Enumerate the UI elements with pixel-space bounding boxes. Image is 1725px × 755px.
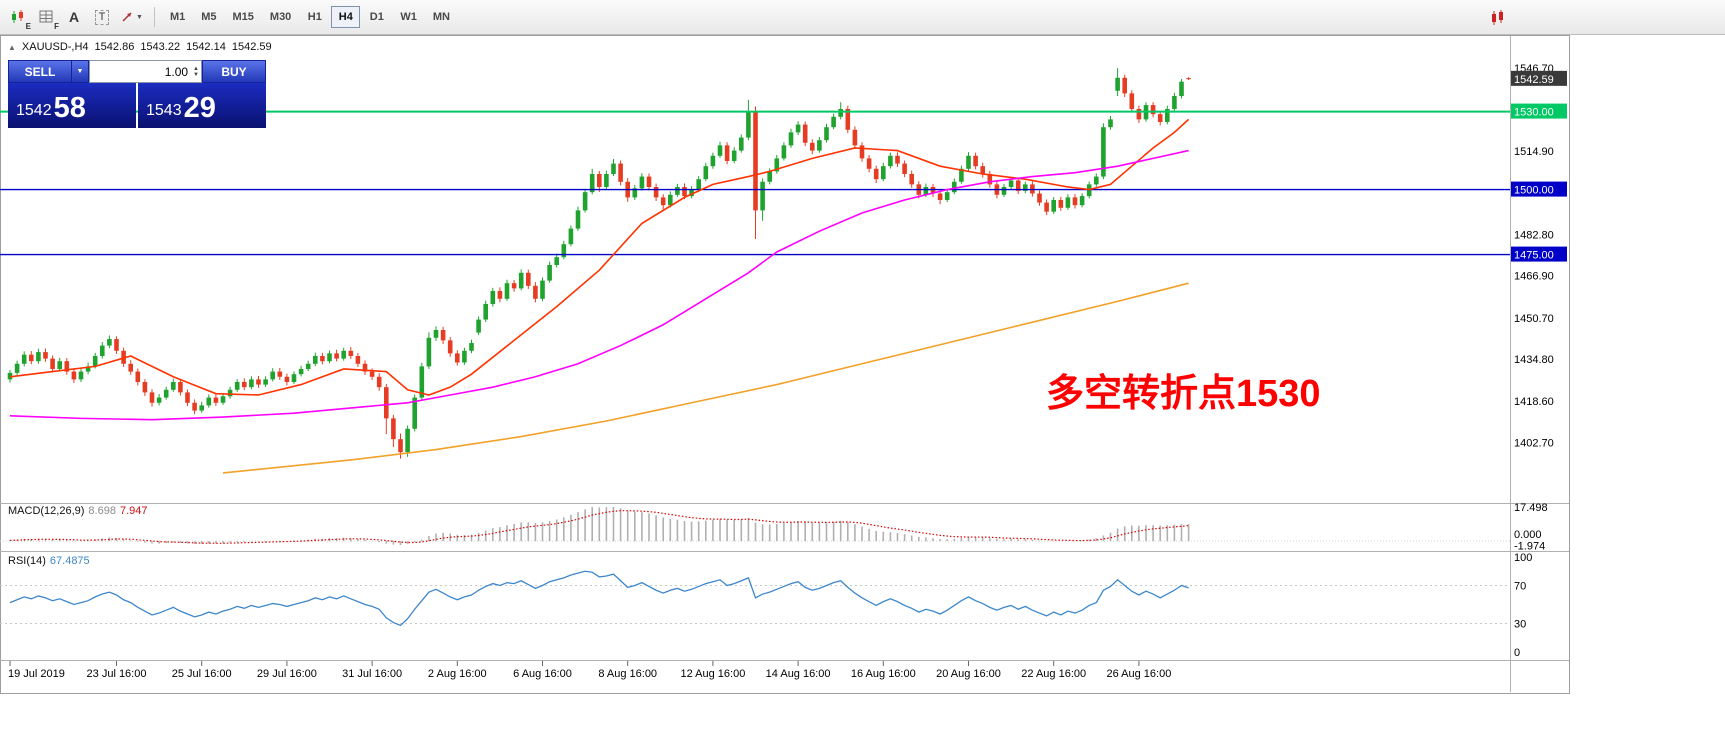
tf-w1[interactable]: W1 <box>393 6 424 28</box>
ask-pips: 29 <box>183 92 216 124</box>
icon-badge: E <box>25 22 31 31</box>
rsi-value: 67.4875 <box>49 555 90 567</box>
collapse-icon[interactable]: ▲ <box>8 42 16 52</box>
toolbar: E F A T ▼ M1 M5 M15 M30 H1 H4 D1 W1 MN <box>0 0 1725 35</box>
chevron-down-icon: ▼ <box>76 68 84 75</box>
chart-canvas[interactable] <box>0 35 1570 694</box>
bid-pips: 58 <box>53 92 86 124</box>
volume-input[interactable]: 1.00 ▲ ▼ <box>89 60 202 83</box>
red-candles-glyph <box>1492 10 1503 25</box>
volume-stepper[interactable]: ▲ ▼ <box>193 66 199 78</box>
symbol-title: XAUUSD-,H4 <box>21 41 89 53</box>
rsi-name: RSI(14) <box>8 555 46 567</box>
bid-price-display[interactable]: 1542 58 <box>8 83 136 128</box>
ask-big-figure: 1543 <box>146 102 182 119</box>
macd-name: MACD(12,26,9) <box>8 505 85 517</box>
macd-label: MACD(12,26,9) 8.698 7.947 <box>8 505 147 517</box>
macd-signal-value: 7.947 <box>119 505 148 517</box>
stepper-up-icon: ▲ <box>193 65 199 72</box>
ask-price-display[interactable]: 1543 29 <box>138 83 266 128</box>
volume-value: 1.00 <box>164 64 189 79</box>
bid-big-figure: 1542 <box>16 102 52 119</box>
arrow-glyph <box>122 12 132 22</box>
tf-m5[interactable]: M5 <box>194 6 223 28</box>
tf-m15[interactable]: M15 <box>226 6 261 28</box>
candles-glyph <box>12 10 23 23</box>
arrows-dropdown-icon[interactable]: ▼ <box>117 4 146 30</box>
tf-mn[interactable]: MN <box>426 6 457 28</box>
tf-h4[interactable]: H4 <box>331 6 361 28</box>
toolbar-separator <box>153 7 155 27</box>
symbol-ohlc-line: ▲ XAUUSD-,H4 1542.86 1543.22 1542.14 154… <box>8 41 272 53</box>
text-tool-icon[interactable]: T <box>89 4 115 30</box>
charts-expert-icon[interactable]: E <box>5 4 31 31</box>
buy-button[interactable]: BUY <box>202 60 266 83</box>
sell-button[interactable]: SELL <box>8 60 72 83</box>
volume-dropdown-button[interactable]: ▼ <box>72 60 89 83</box>
ohlc-low: 1542.14 <box>186 41 226 53</box>
grid-glyph <box>39 10 53 23</box>
ohlc-high: 1543.22 <box>140 41 181 53</box>
macd-main-value: 8.698 <box>88 505 116 517</box>
text-label-icon[interactable]: A <box>61 4 87 30</box>
ohlc-close: 1542.59 <box>231 41 272 53</box>
grid-template-icon[interactable]: F <box>33 4 59 31</box>
tf-m1[interactable]: M1 <box>163 6 192 28</box>
tf-m30[interactable]: M30 <box>263 6 298 28</box>
chart-annotation: 多空转折点1530 <box>1046 373 1321 415</box>
stepper-down-icon: ▼ <box>193 71 199 78</box>
chevron-down-icon: ▼ <box>136 13 143 21</box>
tf-h1[interactable]: H1 <box>300 6 329 28</box>
one-click-trading-panel: SELL ▼ 1.00 ▲ ▼ BUY 1542 58 1543 29 <box>8 60 266 128</box>
rsi-label: RSI(14) 67.4875 <box>8 555 90 567</box>
tf-d1[interactable]: D1 <box>362 6 391 28</box>
ohlc-open: 1542.86 <box>94 41 135 53</box>
chart-shortcut-icon[interactable] <box>1485 5 1511 31</box>
icon-badge: F <box>54 22 59 31</box>
